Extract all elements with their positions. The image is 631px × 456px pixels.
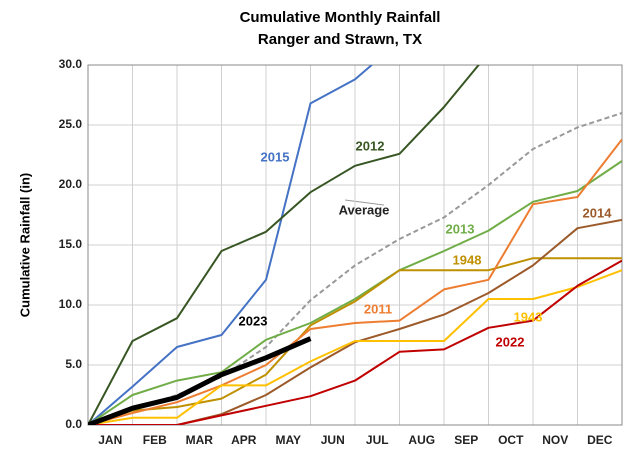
annotation-leader [344, 199, 385, 206]
series-line [88, 112, 622, 425]
x-tick-label: FEB [143, 433, 167, 447]
chart-subtitle: Ranger and Strawn, TX [258, 31, 422, 48]
x-tick-label: MAR [186, 433, 214, 447]
series-label: 1943 [514, 309, 543, 324]
series-label: 2013 [446, 221, 475, 236]
y-axis-label: Cumulative Rainfall (in) [17, 173, 32, 317]
series-label: 2011 [364, 301, 392, 316]
y-tick-label: 15.0 [59, 237, 83, 251]
series-line [88, 257, 622, 425]
y-tick-label: 0.0 [65, 417, 82, 431]
series-label: 2015 [261, 149, 290, 164]
series-line [88, 65, 480, 425]
y-tick-label: 30.0 [59, 57, 83, 71]
x-tick-label: APR [231, 433, 257, 447]
x-tick-label: JUL [366, 433, 389, 447]
series-line [88, 160, 622, 425]
series-label: 2022 [496, 334, 525, 349]
series-line [88, 65, 374, 425]
x-tick-label: JAN [98, 433, 122, 447]
series-label: 1948 [453, 252, 482, 267]
y-tick-label: 10.0 [59, 297, 83, 311]
series-line [88, 336, 312, 425]
x-tick-label: NOV [542, 433, 568, 447]
x-tick-label: JUN [321, 433, 345, 447]
chart-title: Cumulative Monthly Rainfall [240, 9, 441, 26]
series-line [88, 218, 622, 425]
x-tick-label: SEP [454, 433, 478, 447]
plot-border [87, 64, 623, 426]
series-line [88, 269, 622, 425]
series-label: 2012 [356, 138, 385, 153]
x-tick-label: MAY [275, 433, 301, 447]
y-tick-label: 20.0 [59, 177, 83, 191]
series-label: Average [339, 202, 390, 217]
series-label: 2014 [583, 205, 613, 220]
y-tick-label: 25.0 [59, 117, 83, 131]
x-tick-label: OCT [498, 433, 524, 447]
series-label: 2023 [239, 313, 268, 328]
y-tick-label: 5.0 [65, 357, 82, 371]
x-tick-label: DEC [587, 433, 613, 447]
series-line [88, 138, 622, 425]
plot-lines [88, 65, 622, 425]
x-tick-label: AUG [408, 433, 435, 447]
series-line [88, 259, 622, 425]
